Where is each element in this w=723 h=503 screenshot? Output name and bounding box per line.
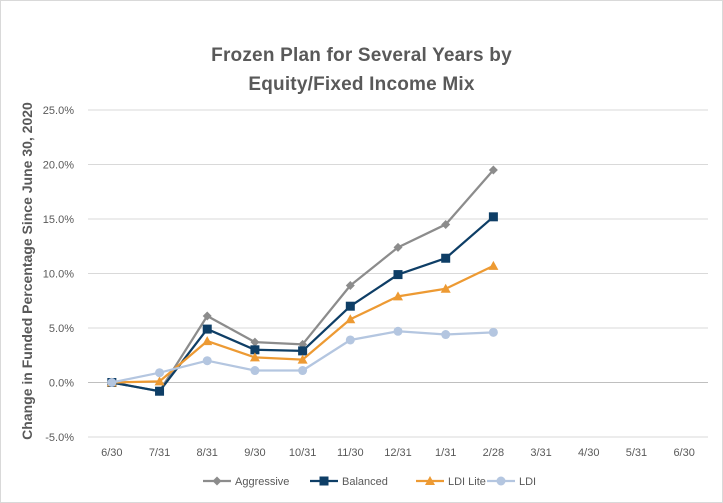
- y-tick-label: 20.0%: [43, 160, 74, 172]
- legend-item: LDI Lite: [416, 476, 486, 488]
- chart-title-line-2: Equity/Fixed Income Mix: [248, 74, 475, 95]
- legend-item: Aggressive: [203, 476, 289, 488]
- data-point: [488, 212, 498, 222]
- series-line: [111, 215, 495, 393]
- x-tick-label: 12/31: [384, 447, 412, 459]
- x-tick-label: 6/30: [101, 447, 122, 459]
- x-tick-label: 8/31: [197, 447, 218, 459]
- x-tick-label: 3/31: [530, 447, 551, 459]
- y-tick-label: 25.0%: [43, 105, 74, 117]
- series-ldi: [107, 326, 498, 387]
- data-point: [488, 260, 499, 270]
- data-point: [488, 165, 498, 175]
- y-tick-label: 15.0%: [43, 214, 74, 226]
- x-tick-label: 9/30: [244, 447, 265, 459]
- data-point: [496, 476, 506, 486]
- y-tick-label: 0.0%: [49, 378, 74, 390]
- data-point: [212, 476, 222, 486]
- data-point: [202, 336, 213, 346]
- y-tick-labels: -5.0% 0.0% 5.0% 10.0% 15.0% 20.0% 25.0%: [43, 105, 74, 444]
- data-point: [393, 291, 403, 301]
- data-point: [298, 346, 308, 356]
- x-tick-label: 5/31: [626, 447, 647, 459]
- x-tick-label: 2/28: [483, 447, 504, 459]
- data-point: [345, 335, 355, 345]
- data-point: [155, 368, 165, 378]
- x-tick-label: 7/31: [149, 447, 170, 459]
- x-tick-label: 11/30: [337, 447, 364, 459]
- data-point: [250, 337, 260, 347]
- x-tick-labels: 6/30 7/31 8/31 9/30 10/31 11/30 12/31 1/31 2/28 3…: [101, 447, 695, 459]
- data-point: [393, 270, 403, 280]
- data-point: [441, 253, 451, 263]
- data-point: [155, 386, 165, 396]
- legend-label: LDI Lite: [448, 476, 486, 488]
- legend: Aggressive Balanced LDI Lite LDI: [203, 476, 536, 488]
- data-point: [425, 476, 435, 485]
- data-point: [154, 376, 165, 386]
- y-tick-label: 10.0%: [43, 269, 74, 281]
- data-point: [441, 219, 451, 229]
- x-tick-label: 1/31: [435, 447, 456, 459]
- data-point: [250, 345, 260, 355]
- data-point: [345, 301, 355, 311]
- data-point: [440, 283, 451, 293]
- data-point: [298, 366, 308, 376]
- y-tick-label: -5.0%: [45, 432, 74, 444]
- data-point: [441, 330, 451, 340]
- legend-item: LDI: [487, 476, 536, 488]
- legend-item: Balanced: [310, 476, 388, 488]
- series-layer: [106, 165, 499, 396]
- data-point: [345, 314, 356, 324]
- data-point: [393, 326, 403, 336]
- data-point: [345, 280, 355, 290]
- data-point: [202, 324, 212, 334]
- legend-label: Aggressive: [235, 476, 289, 488]
- data-point: [249, 352, 260, 362]
- legend-label: LDI: [519, 476, 536, 488]
- chart-title-line-1: Frozen Plan for Several Years by: [211, 45, 512, 66]
- data-point: [202, 311, 212, 321]
- series-line: [111, 264, 494, 384]
- y-tick-label: 5.0%: [49, 323, 74, 335]
- data-point: [393, 242, 403, 252]
- data-point: [107, 378, 117, 387]
- data-point: [250, 366, 260, 376]
- x-tick-label: 4/30: [578, 447, 599, 459]
- legend-label: Balanced: [342, 476, 388, 488]
- x-tick-label: 6/30: [673, 447, 694, 459]
- data-point: [488, 327, 498, 337]
- x-tick-label: 10/31: [289, 447, 317, 459]
- data-point: [202, 356, 212, 366]
- data-point: [319, 476, 329, 486]
- data-point: [297, 354, 308, 364]
